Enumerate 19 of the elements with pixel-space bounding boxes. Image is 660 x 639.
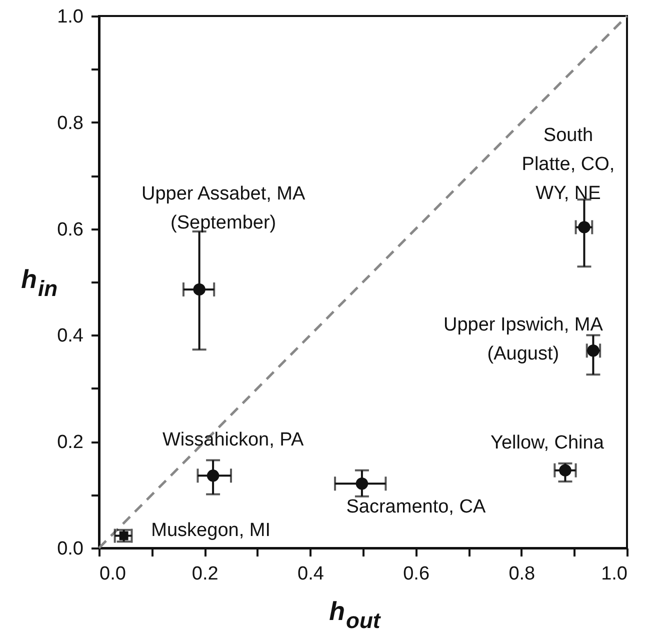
x-tick-label: 0.4 [297,564,324,584]
annotation: Wissahickon, PA [162,430,304,451]
x-tick-label: 0.8 [508,564,536,584]
y-tick-label: 1.0 [57,6,84,28]
annotation: Muskegon, MI [151,520,270,541]
y-tick-label: 0.4 [57,326,84,347]
annotation: Upper Assabet, MA (September) [141,183,306,234]
annotation: Yellow, China [490,432,604,454]
y-tick-label: 0.6 [57,219,84,240]
annotation: South Platte, CO, WY, NE [522,125,615,204]
x-tick-label: 0.2 [192,564,218,584]
y-tick-label: 0.0 [57,538,84,560]
annotation: Sacramento, CA [346,496,486,518]
annotation: Upper Ipswich, MA (August) [443,314,604,365]
x-tick-label: 0.6 [403,564,430,584]
x-tick-label: 1.0 [601,564,628,584]
y-tick-label: 0.2 [57,432,84,454]
y-tick-label: 0.8 [57,112,84,134]
x-tick-label: 0.0 [100,564,126,584]
